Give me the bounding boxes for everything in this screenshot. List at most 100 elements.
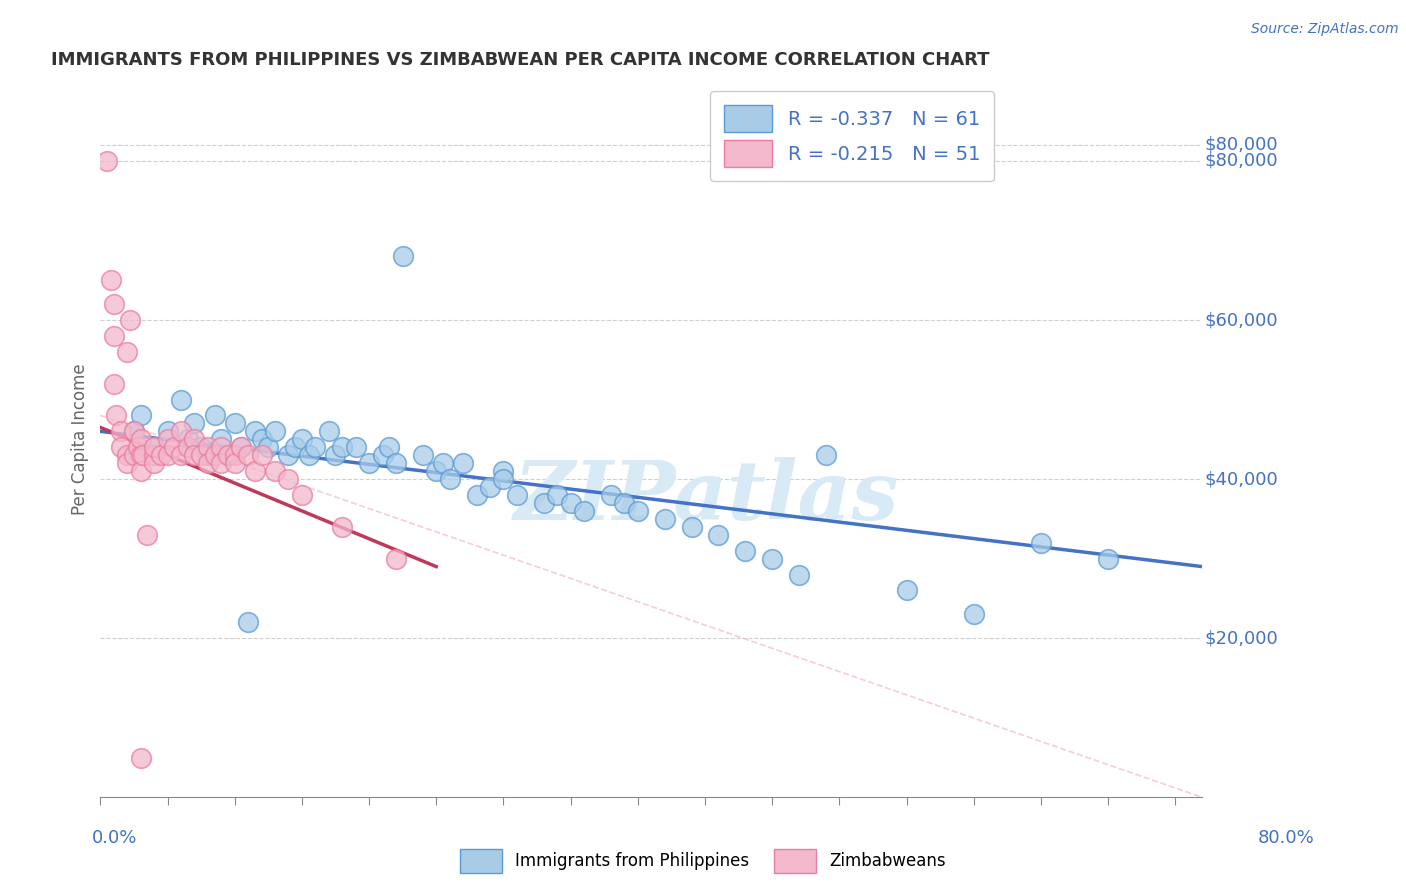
Point [284,440,307,454]
Point [325,448,347,462]
Point [533,496,555,510]
Text: $40,000: $40,000 [1205,470,1278,488]
Point [143,456,166,470]
Point [257,440,280,454]
Point [250,448,273,462]
Point [209,440,232,454]
Point [492,472,515,486]
Point [129,448,152,462]
Text: ZIPatlas: ZIPatlas [513,457,898,537]
Legend: R = -0.337   N = 61, R = -0.215   N = 51: R = -0.337 N = 61, R = -0.215 N = 51 [710,91,994,181]
Point [344,440,367,454]
Point [546,488,568,502]
Point [176,433,198,447]
Point [224,417,246,431]
Point [136,528,159,542]
Point [209,433,232,447]
Point [129,433,152,447]
Point [560,496,582,510]
Point [96,153,118,168]
Point [264,464,287,478]
Point [143,448,166,462]
Point [264,425,287,439]
Point [197,448,219,462]
Point [105,409,128,423]
Point [707,528,730,542]
Y-axis label: Per Capita Income: Per Capita Income [72,364,89,516]
Point [170,392,193,407]
Point [572,504,595,518]
Point [170,448,193,462]
Point [506,488,529,502]
Point [143,440,166,454]
Point [129,464,152,478]
Point [330,440,353,454]
Point [304,440,326,454]
Point [217,448,239,462]
Point [127,440,149,454]
Point [110,440,132,454]
Point [371,448,394,462]
Point [277,448,299,462]
Point [439,472,461,486]
Point [163,440,186,454]
Point [132,448,155,462]
Point [385,551,408,566]
Text: $60,000: $60,000 [1205,311,1278,329]
Text: Source: ZipAtlas.com: Source: ZipAtlas.com [1251,22,1399,37]
Point [1097,551,1119,566]
Point [318,425,340,439]
Point [378,440,401,454]
Point [183,417,205,431]
Point [115,456,138,470]
Point [209,456,232,470]
Point [291,488,314,502]
Point [330,520,353,534]
Point [183,448,205,462]
Point [963,607,986,622]
Point [156,448,179,462]
Point [465,488,488,502]
Point [236,615,259,630]
Point [492,464,515,478]
Point [122,425,145,439]
Point [385,456,408,470]
Point [734,543,756,558]
Point [115,448,138,462]
Point [190,448,212,462]
Point [451,456,474,470]
Point [896,583,918,598]
Point [197,456,219,470]
Point [156,433,179,447]
Point [149,448,172,462]
Point [103,297,125,311]
Text: $80,000: $80,000 [1205,152,1278,169]
Point [156,425,179,439]
Point [103,329,125,343]
Point [224,456,246,470]
Text: $80,000: $80,000 [1205,136,1278,154]
Text: IMMIGRANTS FROM PHILIPPINES VS ZIMBABWEAN PER CAPITA INCOME CORRELATION CHART: IMMIGRANTS FROM PHILIPPINES VS ZIMBABWEA… [51,51,990,69]
Point [600,488,623,502]
Point [129,750,152,764]
Text: 0.0%: 0.0% [91,829,136,847]
Point [217,448,239,462]
Point [122,448,145,462]
Point [432,456,454,470]
Point [176,440,198,454]
Point [224,448,246,462]
Point [197,440,219,454]
Point [627,504,650,518]
Text: $20,000: $20,000 [1205,629,1278,648]
Legend: Immigrants from Philippines, Zimbabweans: Immigrants from Philippines, Zimbabweans [454,842,952,880]
Point [231,440,253,454]
Point [243,425,266,439]
Point [250,433,273,447]
Text: 80.0%: 80.0% [1258,829,1315,847]
Point [391,249,413,263]
Point [291,433,314,447]
Point [277,472,299,486]
Point [243,464,266,478]
Point [479,480,502,494]
Point [170,425,193,439]
